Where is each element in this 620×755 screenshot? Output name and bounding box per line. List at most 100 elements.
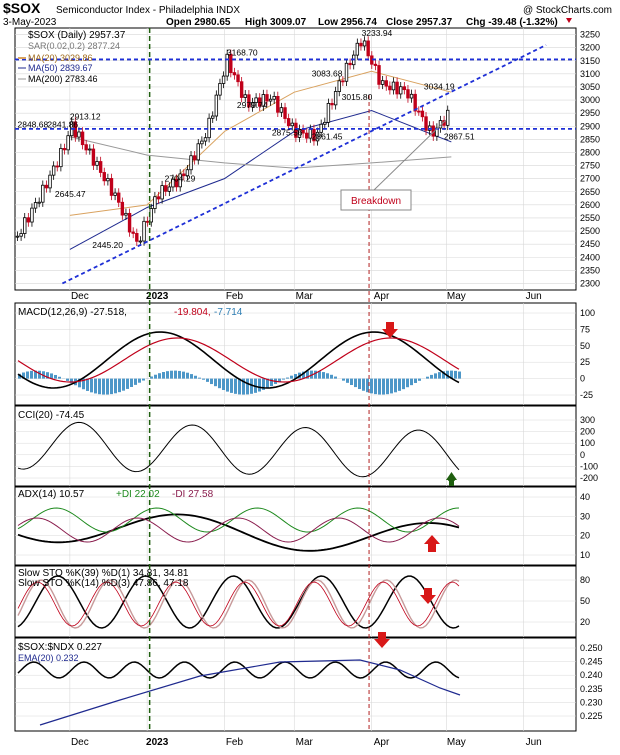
candle-body xyxy=(276,96,279,112)
macd-histogram-bar xyxy=(178,371,181,379)
macd-tick: 50 xyxy=(580,341,590,351)
x-axis-label: Apr xyxy=(374,291,390,302)
cci-tick: 0 xyxy=(580,450,585,460)
change-label: Chg -39.48 (-1.32%) xyxy=(466,17,558,28)
candle-body xyxy=(103,172,106,180)
price-tick-label: 2650 xyxy=(580,187,600,197)
price-annotation: 2445.20 xyxy=(92,240,123,250)
candle-body xyxy=(34,203,37,209)
candle-body xyxy=(168,187,171,191)
macd-histogram-bar xyxy=(238,379,241,395)
macd-histogram-bar xyxy=(222,379,225,390)
macd-histogram-bar xyxy=(206,379,209,382)
candle-body xyxy=(305,133,308,138)
macd-histogram-bar xyxy=(358,379,361,389)
macd-histogram-bar xyxy=(154,375,157,379)
candle-body xyxy=(219,83,222,95)
candle-body xyxy=(49,175,52,188)
x-axis-label-bottom: Mar xyxy=(296,737,314,748)
macd-signal-line xyxy=(18,338,459,382)
candle-body xyxy=(96,162,99,166)
ratio-tick: 0.245 xyxy=(580,657,603,667)
candle-body xyxy=(60,148,63,166)
ratio-tick: 0.235 xyxy=(580,684,603,694)
candle-body xyxy=(110,178,113,195)
legend-ma200: MA(200) 2783.46 xyxy=(28,74,98,84)
candle-body xyxy=(204,138,207,141)
adx-minus-di-label: -DI 27.58 xyxy=(172,489,214,500)
candle-body xyxy=(331,103,334,104)
x-axis-label-bottom: May xyxy=(447,737,466,748)
candle-body xyxy=(342,81,345,82)
candle-body xyxy=(135,233,138,241)
candle-body xyxy=(334,92,337,105)
macd-histogram-bar xyxy=(142,379,145,381)
ratio-line xyxy=(18,662,459,678)
candle-body xyxy=(78,132,81,137)
candle-body xyxy=(327,103,330,122)
price-tick-label: 2950 xyxy=(580,108,600,118)
macd-histogram-bar xyxy=(354,379,357,387)
date-label: 3-May-2023 xyxy=(3,17,57,28)
candle-body xyxy=(67,136,70,150)
macd-histogram-bar xyxy=(286,378,289,379)
price-annotation: 2704.29 xyxy=(165,173,196,183)
price-tick-label: 2450 xyxy=(580,239,600,249)
adx-panel xyxy=(15,487,576,565)
price-tick-label: 2400 xyxy=(580,252,600,262)
adx-tick: 20 xyxy=(580,531,590,541)
candle-body xyxy=(215,95,218,116)
candle-body xyxy=(233,73,236,75)
candle-body xyxy=(399,87,402,94)
macd-histogram-bar xyxy=(258,379,261,392)
candle-body xyxy=(237,75,240,82)
macd-histogram-bar xyxy=(218,379,221,389)
macd-histogram-bar xyxy=(402,379,405,390)
x-axis-label-bottom: Apr xyxy=(374,737,390,748)
sto-down-arrow-icon xyxy=(420,588,436,604)
price-tick-label: 2300 xyxy=(580,278,600,288)
open-label: Open 2980.65 xyxy=(166,17,231,28)
cci-tick: 300 xyxy=(580,415,595,425)
candle-body xyxy=(284,108,287,119)
macd-histogram-bar xyxy=(394,379,397,393)
macd-histogram-bar xyxy=(378,379,381,395)
macd-histogram-bar xyxy=(322,372,325,379)
candle-body xyxy=(201,141,204,144)
candle-body xyxy=(392,82,395,90)
cci-panel xyxy=(15,406,576,486)
ratio-tick: 0.225 xyxy=(580,711,603,721)
price-annotation: 3168.70 xyxy=(227,48,258,58)
x-axis-label: Mar xyxy=(296,291,314,302)
macd-histogram-bar xyxy=(350,379,353,385)
candle-body xyxy=(63,148,66,149)
macd-histogram-bar xyxy=(30,371,33,379)
candle-body xyxy=(193,156,196,160)
candle-body xyxy=(211,116,214,118)
rising-trendline xyxy=(62,45,546,283)
macd-histogram-bar xyxy=(162,372,165,379)
candle-body xyxy=(164,186,167,192)
candle-body xyxy=(338,81,341,92)
candle-body xyxy=(208,118,211,137)
macd-histogram-bar xyxy=(130,379,133,387)
change-down-icon xyxy=(566,18,572,23)
price-tick-label: 2350 xyxy=(580,265,600,275)
macd-histogram-bar xyxy=(386,379,389,395)
adx-tick: 30 xyxy=(580,511,590,521)
macd-histogram-bar xyxy=(102,379,105,395)
cci-buy-arrow-icon xyxy=(446,472,457,486)
ratio-tick: 0.250 xyxy=(580,643,603,653)
candle-body xyxy=(446,110,449,125)
macd-histogram-bar xyxy=(414,379,417,383)
x-axis-label: May xyxy=(447,291,466,302)
price-panel xyxy=(15,28,576,290)
candle-body xyxy=(139,241,142,242)
low-label: Low 2956.74 xyxy=(318,17,377,28)
candle-body xyxy=(52,166,55,175)
macd-histogram-bar xyxy=(430,375,433,379)
macd-histogram-bar xyxy=(26,371,29,378)
candle-body xyxy=(407,90,410,98)
macd-histogram-bar xyxy=(346,379,349,383)
